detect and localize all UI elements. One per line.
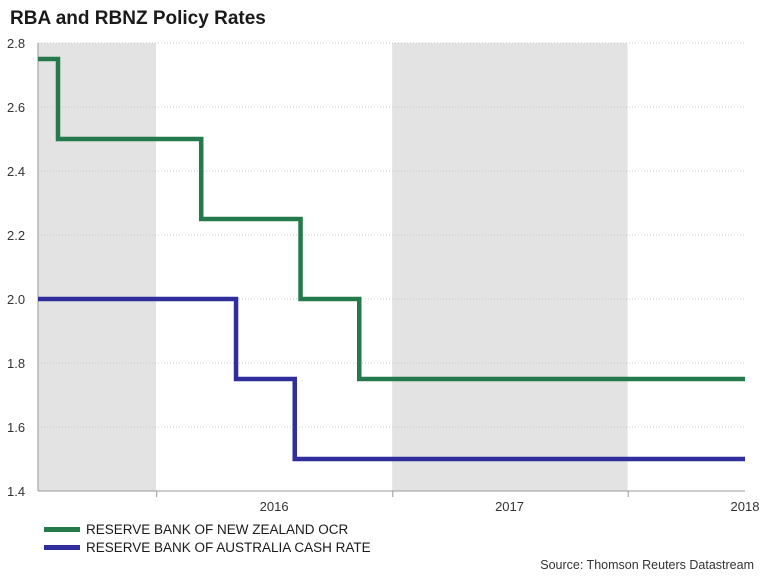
- series-line-0: [38, 56, 745, 382]
- series-lines: [38, 56, 745, 462]
- legend-swatch-rba: [44, 544, 80, 550]
- legend-item-rba: RESERVE BANK OF AUSTRALIA CASH RATE: [44, 538, 371, 556]
- y-tick-label-4: 2.2: [7, 228, 25, 243]
- legend-label-rba: RESERVE BANK OF AUSTRALIA CASH RATE: [86, 539, 371, 555]
- x-tick-label-2: 2018: [731, 499, 760, 514]
- legend-label-rbnz: RESERVE BANK OF NEW ZEALAND OCR: [86, 521, 349, 537]
- source-note: Source: Thomson Reuters Datastream: [540, 558, 754, 572]
- legend: RESERVE BANK OF NEW ZEALAND OCR RESERVE …: [44, 520, 371, 556]
- y-tick-label-2: 1.8: [7, 356, 25, 371]
- y-tick-label-5: 2.4: [7, 164, 25, 179]
- y-tick-label-7: 2.8: [7, 36, 25, 51]
- y-tick-label-1: 1.6: [7, 420, 25, 435]
- axes: 1.4 1.6 1.8 2.0 2.2 2.4 2.6 2.8 2016 2017 2018: [7, 36, 759, 514]
- chart-plot: 1.4 1.6 1.8 2.0 2.2 2.4 2.6 2.8 2016 2017 2018: [7, 36, 759, 514]
- x-tick-label-1: 2017: [495, 499, 524, 514]
- legend-item-rbnz: RESERVE BANK OF NEW ZEALAND OCR: [44, 520, 371, 538]
- shaded-period-0: [38, 43, 157, 491]
- shaded-period-1: [392, 43, 628, 491]
- y-tick-label-0: 1.4: [7, 484, 25, 499]
- x-tick-label-0: 2016: [260, 499, 289, 514]
- series-line-1: [38, 296, 745, 462]
- y-tick-label-3: 2.0: [7, 292, 25, 307]
- y-tick-label-6: 2.6: [7, 100, 25, 115]
- chart-title: RBA and RBNZ Policy Rates: [10, 8, 266, 29]
- shaded-periods: [38, 43, 628, 491]
- legend-swatch-rbnz: [44, 526, 80, 532]
